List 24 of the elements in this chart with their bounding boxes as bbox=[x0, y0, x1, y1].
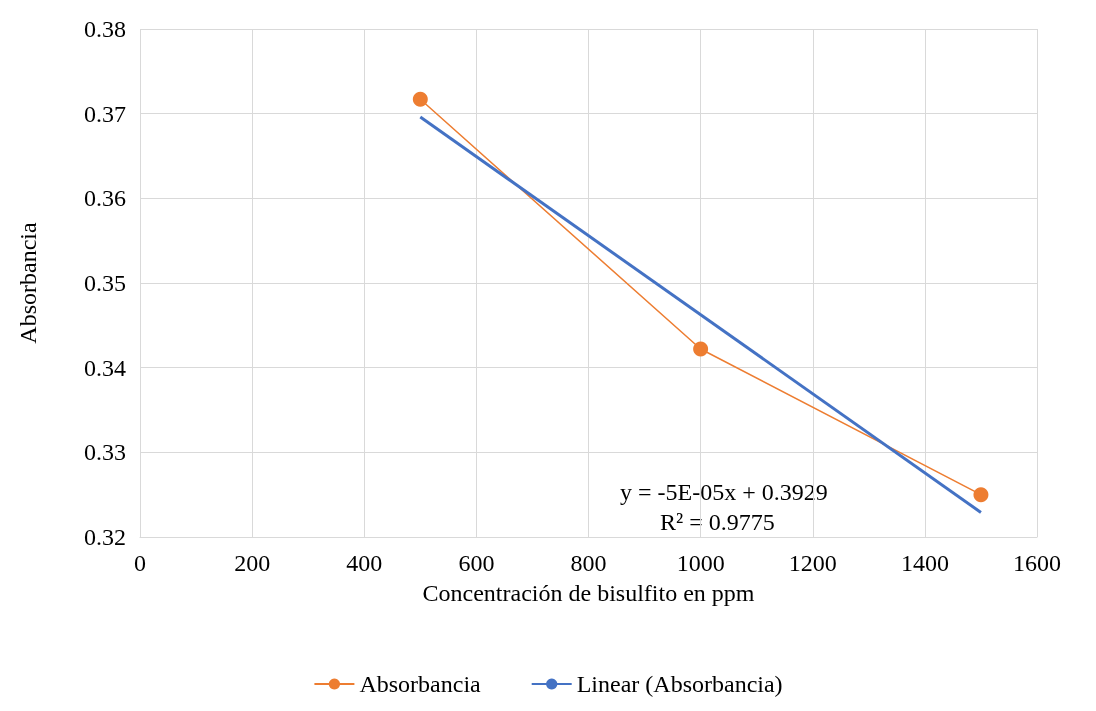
y-tick-label: 0.37 bbox=[84, 100, 126, 127]
y-tick-label: 0.38 bbox=[84, 16, 126, 42]
x-tick-label: 800 bbox=[570, 550, 607, 576]
y-tick-label: 0.36 bbox=[84, 185, 126, 212]
annotation: y = -5E-05x + 0.3929 bbox=[620, 479, 828, 505]
x-tick-label: 600 bbox=[458, 550, 495, 576]
y-axis-title: Absorbancia bbox=[15, 222, 41, 344]
x-tick-label: 1200 bbox=[788, 550, 837, 576]
x-tick-label: 200 bbox=[234, 550, 271, 576]
point bbox=[973, 487, 989, 503]
x-tick-label: 1400 bbox=[900, 550, 949, 576]
x-axis-title: Concentración de bisulfito en ppm bbox=[422, 580, 755, 606]
legend-label: Linear (Absorbancia) bbox=[576, 671, 783, 697]
y-tick-label: 0.33 bbox=[84, 439, 126, 466]
x-tick-label: 1600 bbox=[1013, 550, 1061, 576]
y-tick-label: 0.32 bbox=[84, 524, 126, 550]
x-tick-label: 0 bbox=[134, 550, 146, 576]
point bbox=[693, 341, 709, 357]
y-tick-label: 0.34 bbox=[84, 354, 126, 381]
y-tick-label: 0.35 bbox=[84, 270, 126, 296]
x-tick-label: 400 bbox=[346, 550, 383, 576]
point bbox=[412, 91, 428, 107]
legend-label: Absorbancia bbox=[359, 671, 482, 697]
x-tick-label: 1000 bbox=[676, 550, 725, 576]
